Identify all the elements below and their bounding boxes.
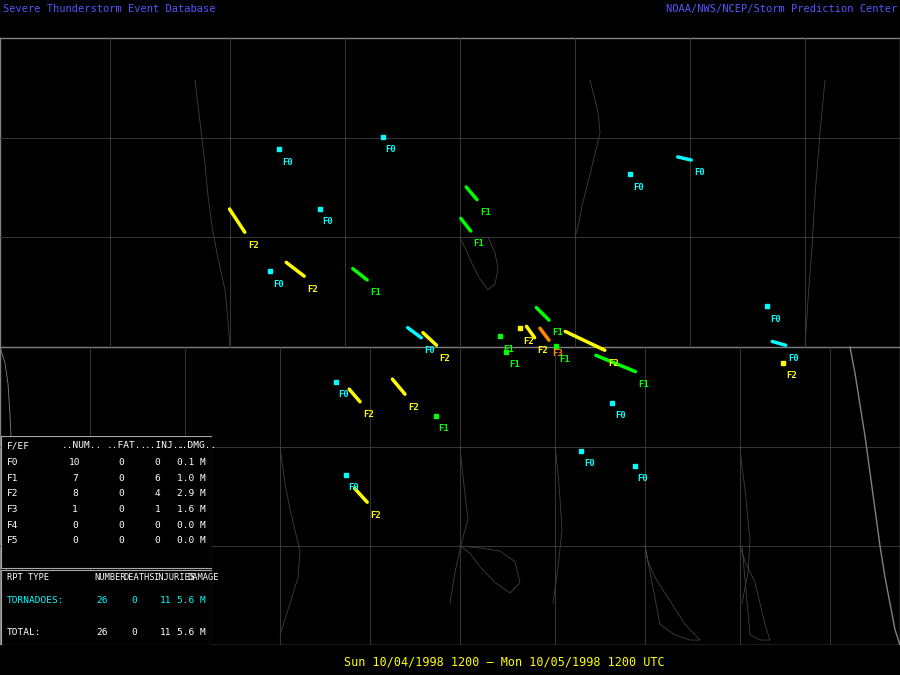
Text: 8: 8	[72, 489, 77, 498]
Text: F2: F2	[537, 346, 548, 355]
Text: F1: F1	[503, 345, 514, 354]
Text: F3: F3	[7, 505, 19, 514]
Text: F1: F1	[473, 240, 484, 248]
Text: F1: F1	[559, 355, 570, 364]
Text: 26: 26	[96, 628, 108, 637]
Text: ..INJ..: ..INJ..	[145, 441, 185, 450]
Text: F0: F0	[348, 483, 359, 492]
Text: 0: 0	[119, 474, 124, 483]
Text: F0: F0	[273, 279, 284, 288]
Text: 0: 0	[72, 537, 77, 545]
Text: F2: F2	[370, 510, 381, 520]
Text: 11: 11	[160, 628, 172, 637]
Text: 1: 1	[155, 505, 160, 514]
Text: F1: F1	[638, 380, 649, 389]
Text: F0: F0	[385, 145, 396, 154]
Text: DEATHS: DEATHS	[123, 573, 155, 582]
Text: F2: F2	[408, 402, 418, 412]
Text: 26: 26	[96, 596, 108, 605]
Text: 0: 0	[119, 537, 124, 545]
Text: F0: F0	[770, 315, 780, 324]
Text: 0: 0	[119, 521, 124, 530]
Text: 7: 7	[72, 474, 77, 483]
Text: F1: F1	[7, 474, 19, 483]
Text: F5: F5	[7, 537, 19, 545]
Text: F2: F2	[363, 410, 374, 419]
Bar	[1, 436, 212, 568]
Text: F4: F4	[7, 521, 19, 530]
Text: 5.6 M: 5.6 M	[177, 596, 206, 605]
Text: F0: F0	[322, 217, 333, 226]
Text: TOTAL:: TOTAL:	[7, 628, 41, 637]
Text: Sun 10/04/1998 1200 — Mon 10/05/1998 1200 UTC: Sun 10/04/1998 1200 — Mon 10/05/1998 120…	[344, 655, 664, 668]
Text: F1: F1	[438, 424, 449, 433]
Text: 1.0 M: 1.0 M	[177, 474, 206, 483]
Text: F2: F2	[7, 489, 19, 498]
Text: F0: F0	[584, 459, 595, 468]
Text: 5.6 M: 5.6 M	[177, 628, 206, 637]
Text: F0: F0	[424, 346, 435, 355]
Text: 0.1 M: 0.1 M	[177, 458, 206, 467]
Text: 10: 10	[69, 458, 81, 467]
Text: 0: 0	[155, 458, 160, 467]
Text: DAMAGE: DAMAGE	[187, 573, 219, 582]
Text: ..NUM..: ..NUM..	[62, 441, 103, 450]
Text: 1.6 M: 1.6 M	[177, 505, 206, 514]
Text: 2.9 M: 2.9 M	[177, 489, 206, 498]
Bar	[1, 570, 212, 645]
Text: F2: F2	[439, 354, 450, 362]
Text: 0.0 M: 0.0 M	[177, 521, 206, 530]
Text: F0: F0	[637, 474, 648, 483]
Text: NUMBER: NUMBER	[94, 573, 125, 582]
Text: 0: 0	[155, 521, 160, 530]
Text: 11: 11	[160, 596, 172, 605]
Text: F/EF: F/EF	[7, 441, 31, 450]
Text: F2: F2	[608, 358, 618, 368]
Text: F0: F0	[615, 411, 626, 421]
Text: 0: 0	[119, 505, 124, 514]
Text: 1: 1	[72, 505, 77, 514]
Text: 0.0 M: 0.0 M	[177, 537, 206, 545]
Text: F0: F0	[282, 158, 292, 167]
Text: F0: F0	[788, 354, 799, 362]
Text: F0: F0	[338, 390, 349, 399]
Text: F0: F0	[7, 458, 19, 467]
Text: 4: 4	[155, 489, 160, 498]
Text: F3: F3	[552, 348, 562, 358]
Text: 0: 0	[155, 537, 160, 545]
Text: F1: F1	[552, 329, 562, 338]
Text: F2: F2	[523, 337, 534, 346]
Text: F1: F1	[480, 208, 491, 217]
Text: F2: F2	[248, 240, 258, 250]
Text: F2: F2	[786, 371, 796, 380]
Text: F1: F1	[370, 288, 381, 297]
Text: Severe Thunderstorm Event Database: Severe Thunderstorm Event Database	[3, 4, 215, 14]
Text: F2: F2	[307, 285, 318, 294]
Text: INJURIES: INJURIES	[153, 573, 195, 582]
Text: F0: F0	[694, 169, 705, 178]
Text: F0: F0	[633, 183, 643, 192]
Text: RPT TYPE: RPT TYPE	[7, 573, 50, 582]
Text: NOAA/NWS/NCEP/Storm Prediction Center: NOAA/NWS/NCEP/Storm Prediction Center	[666, 4, 897, 14]
Text: ..DMG..: ..DMG..	[176, 441, 217, 450]
Text: ..FAT..: ..FAT..	[106, 441, 147, 450]
Text: F1: F1	[508, 360, 519, 369]
Text: 0: 0	[119, 489, 124, 498]
Text: 6: 6	[155, 474, 160, 483]
Text: 0: 0	[72, 521, 77, 530]
Text: 0: 0	[119, 458, 124, 467]
Text: 0: 0	[131, 628, 137, 637]
Text: TORNADOES:: TORNADOES:	[7, 596, 65, 605]
Text: 0: 0	[131, 596, 137, 605]
